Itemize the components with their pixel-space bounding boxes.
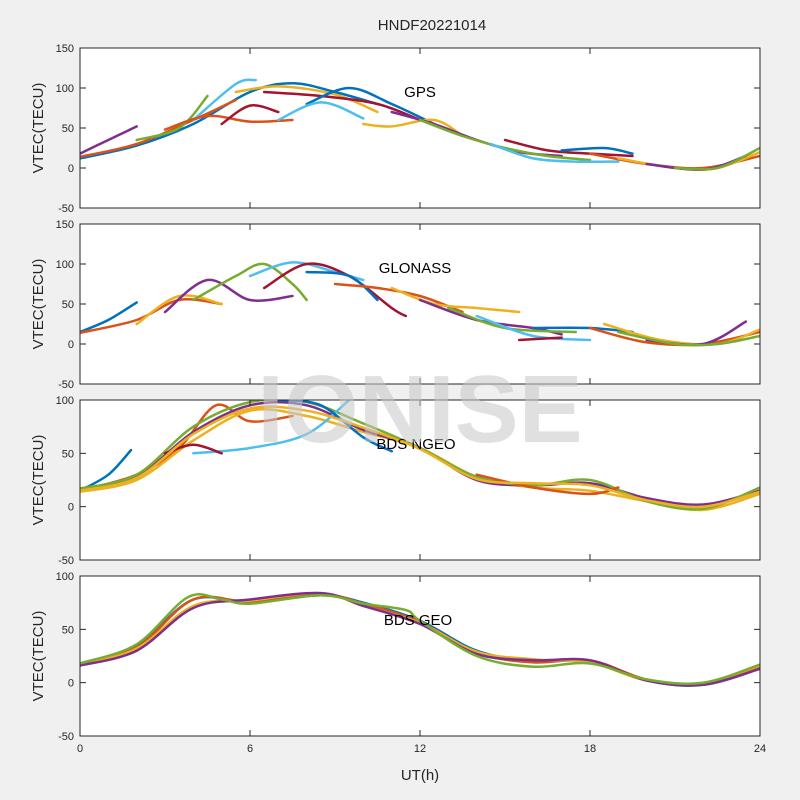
x-tick-label: 6 — [247, 743, 253, 755]
series-group — [80, 591, 760, 687]
series-line — [277, 101, 365, 122]
series-line — [503, 138, 634, 158]
y-tick-label: 50 — [62, 448, 74, 460]
series-line — [617, 330, 760, 347]
series-group — [80, 78, 760, 172]
x-tick-label: 12 — [414, 743, 426, 755]
y-tick-label: 0 — [68, 163, 74, 175]
series-line — [475, 314, 592, 342]
y-axis-label: VTEC(TECU) — [30, 435, 47, 526]
series-line — [560, 146, 634, 155]
y-tick-label: 0 — [68, 339, 74, 351]
series-line — [135, 294, 223, 326]
series-line — [489, 142, 620, 164]
series-line — [192, 262, 308, 302]
series-line — [517, 336, 563, 342]
y-axis-label: VTEC(TECU) — [30, 259, 47, 350]
y-tick-label: 150 — [56, 43, 74, 55]
x-tick-label: 18 — [584, 743, 596, 755]
panel-2: -50 0 50 100 150 VTEC(TECU) GLONASS — [30, 219, 761, 391]
y-tick-label: 150 — [56, 219, 74, 231]
series-line — [362, 118, 464, 138]
series-line — [220, 104, 280, 126]
series-line — [305, 86, 436, 126]
series-line — [80, 405, 760, 509]
panel-annotation: BDS NGEO — [376, 436, 455, 453]
series-line — [475, 473, 620, 496]
panel-3: -50 0 50 100 VTEC(TECU) BDS NGEO — [30, 395, 761, 567]
series-line — [163, 278, 294, 314]
y-tick-label: 50 — [62, 123, 74, 135]
y-tick-label: -50 — [58, 379, 74, 391]
series-line — [390, 286, 521, 314]
series-line — [305, 270, 379, 302]
watermark: IONISE — [257, 356, 582, 463]
y-tick-label: -50 — [58, 731, 74, 743]
series-line — [673, 146, 760, 171]
series-line — [80, 301, 138, 334]
y-tick-label: 100 — [56, 83, 74, 95]
panel-1: -50 0 50 100 150 VTEC(TECU) GPS — [30, 43, 761, 215]
y-tick-label: 50 — [62, 299, 74, 311]
y-tick-label: 100 — [56, 259, 74, 271]
plot-area — [80, 224, 760, 384]
y-tick-label: 50 — [62, 624, 74, 636]
series-line — [234, 85, 379, 114]
series-line — [192, 78, 257, 122]
series-line — [135, 94, 209, 142]
plot-area — [80, 48, 760, 208]
x-tick-label: 0 — [77, 743, 83, 755]
series-line — [80, 125, 138, 155]
y-axis-label: VTEC(TECU) — [30, 83, 47, 174]
x-axis-label: UT(h) — [401, 767, 439, 784]
series-line — [80, 298, 223, 335]
y-tick-label: -50 — [58, 555, 74, 567]
y-tick-label: 0 — [68, 502, 74, 514]
series-line — [80, 593, 760, 685]
panel-annotation: GLONASS — [379, 260, 452, 277]
y-tick-label: -50 — [58, 203, 74, 215]
y-tick-label: 100 — [56, 571, 74, 583]
series-group — [80, 400, 760, 512]
chart-title: HNDF20221014 — [378, 17, 486, 34]
panel-annotation: GPS — [404, 84, 436, 101]
y-axis-label: VTEC(TECU) — [30, 611, 47, 702]
series-line — [262, 90, 422, 122]
x-tick-label: 24 — [754, 743, 766, 755]
panel-annotation: BDS GEO — [384, 612, 452, 629]
series-line — [418, 118, 592, 162]
series-group — [80, 261, 760, 347]
y-tick-label: 100 — [56, 395, 74, 407]
y-tick-label: 0 — [68, 678, 74, 690]
plot-area — [80, 576, 760, 736]
